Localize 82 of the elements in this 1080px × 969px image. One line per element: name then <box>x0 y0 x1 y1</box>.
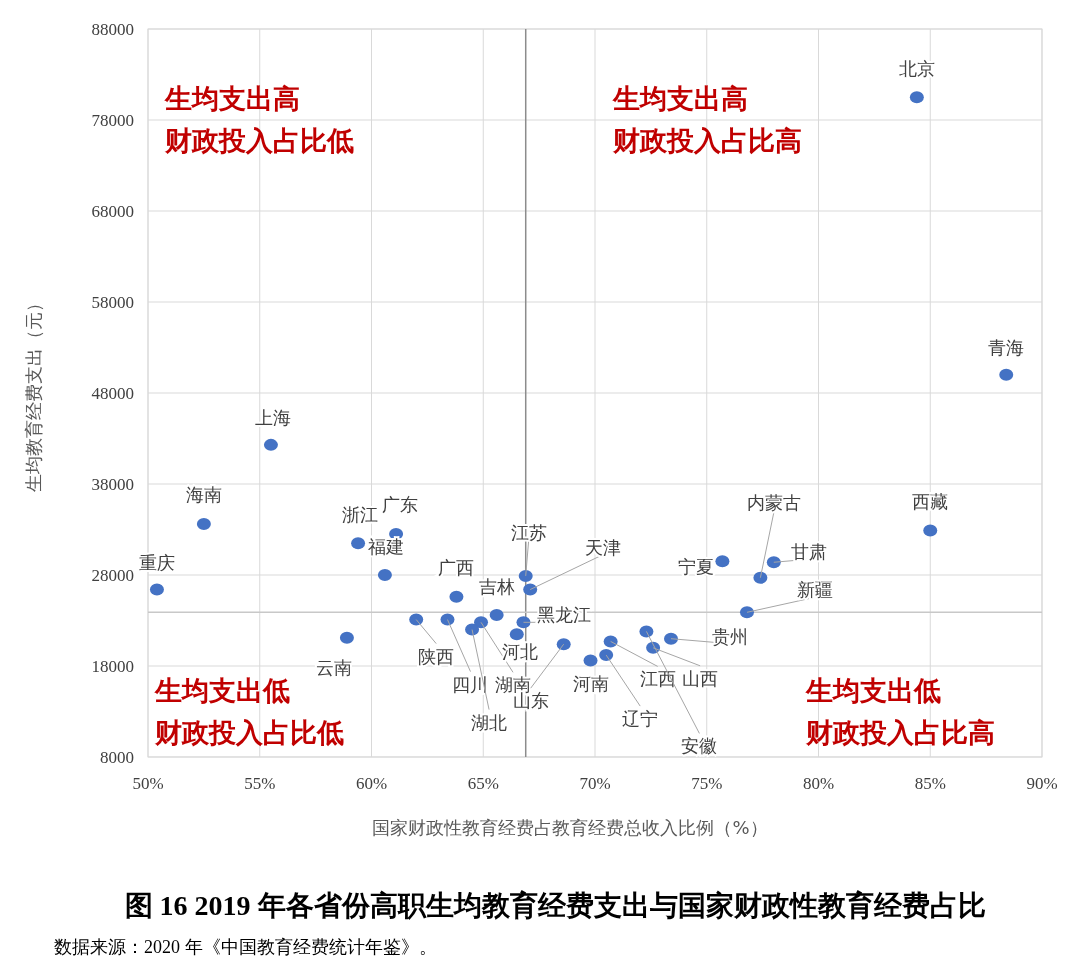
y-tick-label: 18000 <box>91 657 134 676</box>
annotation: 甘肃 <box>790 541 827 563</box>
annotation: 新疆 <box>796 579 833 601</box>
point <box>409 613 424 626</box>
point <box>923 524 938 537</box>
point <box>196 518 211 531</box>
annotation: 河南 <box>572 672 609 694</box>
point <box>489 609 504 622</box>
point <box>599 649 614 662</box>
point <box>766 556 781 569</box>
point <box>149 583 164 596</box>
annotation: 青海 <box>988 336 1025 358</box>
point <box>516 616 531 629</box>
y-tick-label: 88000 <box>91 20 134 39</box>
source-note: 数据来源：2020 年《中国教育经费统计年鉴》。 <box>54 937 437 957</box>
x-tick-label: 60% <box>355 774 388 793</box>
annotation: 生均支出低 <box>154 676 290 706</box>
y-tick-label: 28000 <box>91 566 134 585</box>
point <box>909 91 924 104</box>
point <box>377 569 392 581</box>
point <box>663 632 678 645</box>
annotation: 贵州 <box>711 625 748 647</box>
x-tick-label: 65% <box>467 774 499 793</box>
annotation: 海南 <box>185 484 222 506</box>
annotation: 天津 <box>585 536 622 558</box>
annotation: 生均支出低 <box>805 676 941 706</box>
point <box>339 631 354 644</box>
text: 图 16 2019 年各省份高职生均教育经费支出与国家财政性教育经费占比 <box>124 890 986 921</box>
point <box>518 569 533 582</box>
x-axis-title: 国家财政性教育经费占教育经费总收入比例（%） <box>372 817 768 838</box>
annotation: 财政投入占比低 <box>154 718 344 748</box>
annotation: 吉林 <box>478 576 515 598</box>
annotation: 云南 <box>315 656 352 678</box>
y-axis-title: 生均教育经费支出（元） <box>23 294 44 492</box>
point <box>440 613 455 626</box>
point <box>465 623 480 636</box>
point <box>753 571 768 584</box>
annotation: 浙江 <box>342 504 379 526</box>
annotation: 四川 <box>452 673 489 695</box>
annotation: 生均支出高 <box>164 84 300 114</box>
point <box>449 590 464 603</box>
point <box>999 368 1014 381</box>
annotation: 财政投入占比高 <box>805 718 995 748</box>
point <box>739 606 754 619</box>
annotation: 内蒙古 <box>747 491 802 513</box>
y-tick-label: 38000 <box>91 475 134 494</box>
annotation: 广西 <box>438 556 475 578</box>
x-tick-label: 90% <box>1026 774 1058 793</box>
x-tick-label: 75% <box>691 774 723 793</box>
annotation: 财政投入占比低 <box>164 126 354 156</box>
point <box>509 628 524 641</box>
annotation: 湖北 <box>471 711 508 733</box>
y-tick-label: 8000 <box>100 748 134 767</box>
annotation: 黑龙江 <box>537 604 592 626</box>
y-tick-label: 78000 <box>91 111 134 130</box>
y-tick-label: 48000 <box>91 384 134 403</box>
point <box>583 654 598 667</box>
annotation: 陕西 <box>418 645 455 667</box>
annotation: 重庆 <box>138 551 175 573</box>
x-tick-label: 80% <box>802 774 835 793</box>
annotation: 西藏 <box>912 491 949 513</box>
annotation: 宁夏 <box>678 556 715 578</box>
x-tick-label: 70% <box>579 774 611 793</box>
annotation: 上海 <box>254 406 291 428</box>
annotation: 财政投入占比高 <box>612 126 802 156</box>
annotation: 广东 <box>382 494 419 516</box>
point <box>263 438 278 451</box>
y-tick-label: 68000 <box>91 202 134 221</box>
point <box>351 537 366 550</box>
annotation: 北京 <box>898 58 935 80</box>
annotation: 福建 <box>367 536 404 557</box>
annotation: 安徽 <box>681 735 718 757</box>
annotation: 江西 <box>639 668 676 690</box>
x-tick-label: 50% <box>132 774 164 793</box>
x-tick-label: 85% <box>914 774 946 793</box>
y-tick-label: 58000 <box>91 293 134 312</box>
annotation: 生均支出高 <box>612 84 748 114</box>
annotation: 山西 <box>682 667 719 689</box>
annotation: 辽宁 <box>622 708 659 730</box>
x-tick-label: 55% <box>244 774 276 793</box>
point <box>556 638 571 651</box>
point <box>715 555 730 568</box>
